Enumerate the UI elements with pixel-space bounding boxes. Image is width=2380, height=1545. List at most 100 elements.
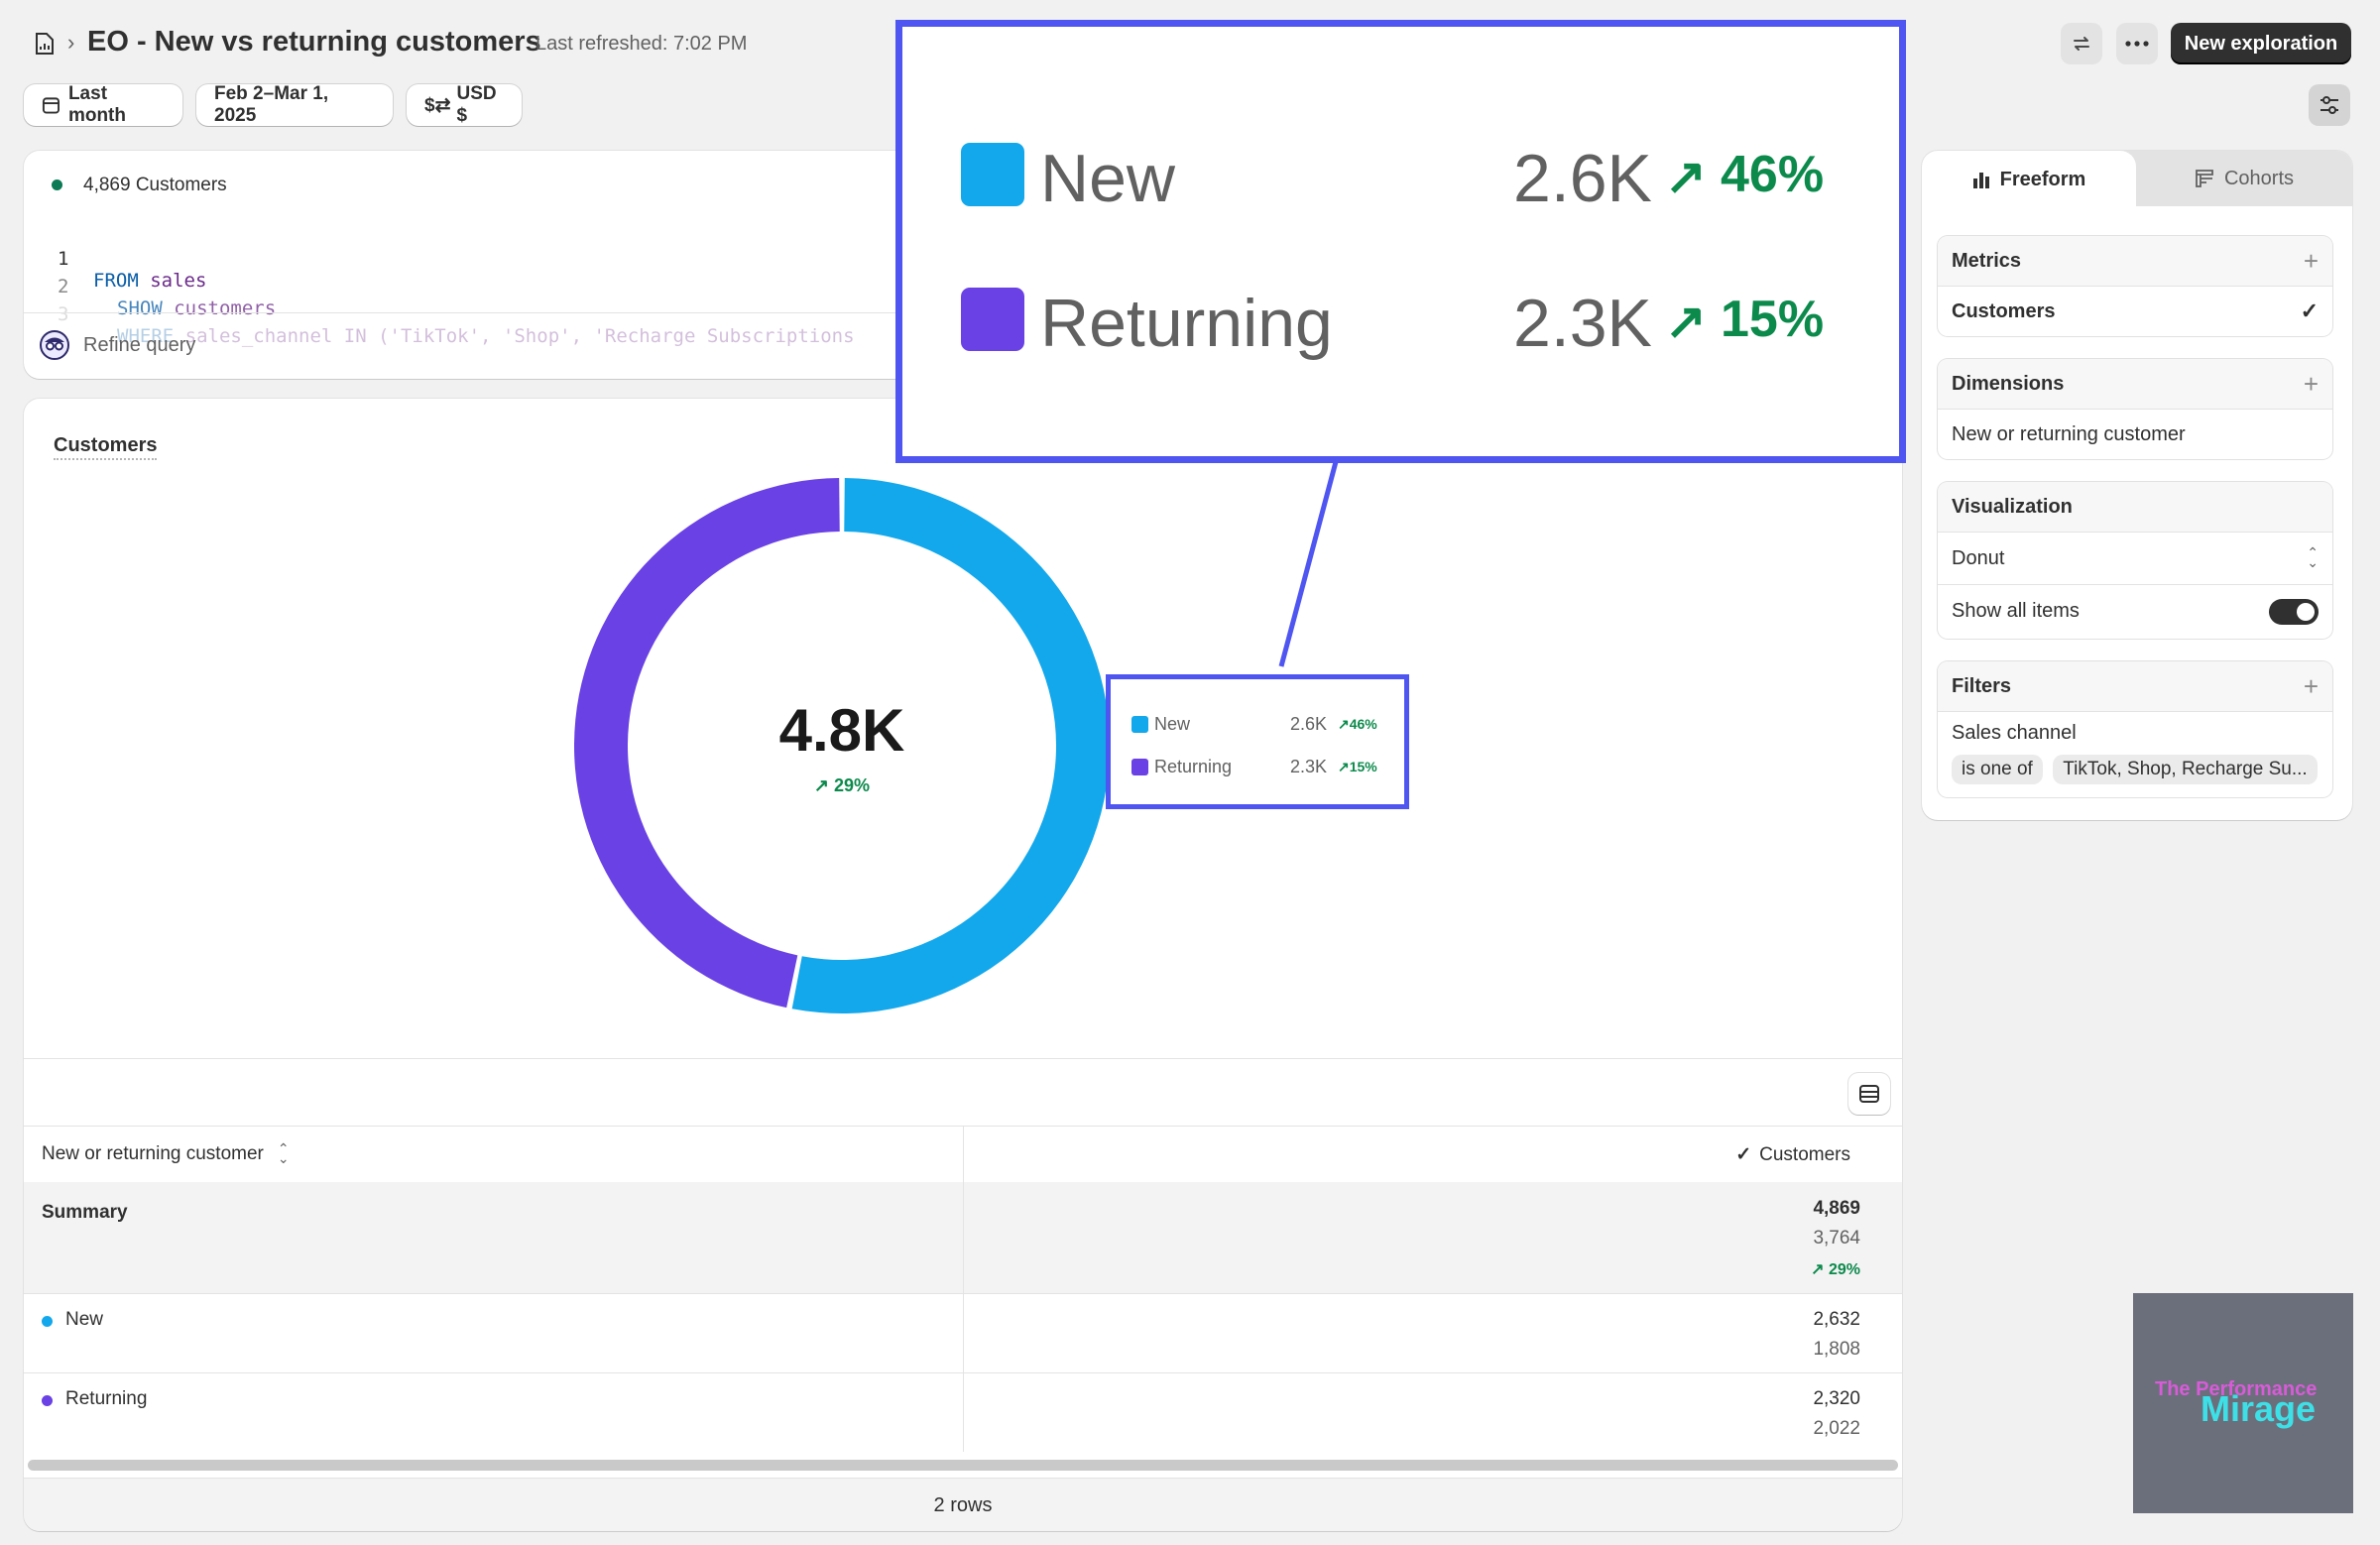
- currency-exchange-icon: $⇄: [424, 94, 451, 116]
- column-header-customers[interactable]: ✓ Customers: [1735, 1144, 1850, 1165]
- row-label: New: [65, 1309, 104, 1330]
- currency-button[interactable]: $⇄ USD $: [407, 83, 522, 126]
- row-value: 2,632: [1813, 1309, 1860, 1330]
- visualization-section: Visualization Donut ⌃ ⌄ Show all items: [1938, 482, 2332, 639]
- legend-item-new[interactable]: New 2.6K ↗46%: [1131, 713, 1389, 737]
- table-header-row: New or returning customer ⌃ ⌄ ✓ Customers: [24, 1126, 1902, 1184]
- sql-keyword: SHOW: [117, 297, 163, 319]
- visualization-header: Visualization: [1938, 482, 2332, 533]
- new-exploration-button[interactable]: New exploration: [2171, 23, 2351, 64]
- legend-swatch: [961, 143, 1024, 206]
- donut-chart: [574, 478, 1110, 1014]
- cohort-grid-icon: [2196, 170, 2213, 187]
- sql-keyword: FROM: [93, 270, 139, 292]
- ellipsis-icon: [2125, 41, 2149, 47]
- trend-up-icon: ↗: [813, 775, 830, 795]
- summary-previous: 3,764: [1813, 1228, 1860, 1248]
- table-divider-top: [24, 1058, 1902, 1059]
- trend-up-icon: ↗: [1665, 294, 1707, 349]
- add-metric-icon[interactable]: +: [2303, 246, 2319, 276]
- column-divider: [963, 1293, 964, 1372]
- table-row[interactable]: New 2,632 1,808: [24, 1293, 1902, 1373]
- dimensions-header: Dimensions +: [1938, 359, 2332, 410]
- series-dot: [42, 1316, 53, 1327]
- series-dot: [42, 1395, 53, 1406]
- row-label: Returning: [65, 1388, 148, 1409]
- refine-query-button[interactable]: Refine query: [40, 325, 195, 365]
- filter-field: Sales channel: [1952, 722, 2077, 744]
- tab-freeform[interactable]: Freeform: [1922, 151, 2136, 208]
- table-row[interactable]: Returning 2,320 2,022: [24, 1372, 1902, 1452]
- add-dimension-icon[interactable]: +: [2303, 369, 2319, 399]
- dimension-item[interactable]: New or returning customer: [1952, 422, 2186, 445]
- watermark-logo: The Performance Mirage: [2133, 1293, 2353, 1513]
- donut-slice-returning[interactable]: [574, 478, 840, 1009]
- summary-label: Summary: [42, 1202, 128, 1223]
- trend-up-icon: ↗: [1665, 149, 1707, 204]
- callout-row-new: New 2.6K ↗ 46%: [961, 140, 1834, 216]
- calendar-icon: [42, 97, 60, 114]
- code-line: 1 FROM sales: [58, 248, 207, 292]
- donut-center-value: 4.8K: [778, 697, 905, 764]
- show-all-items-row: Show all items: [1938, 584, 2332, 638]
- date-range-button[interactable]: Feb 2–Mar 1, 2025: [196, 83, 393, 126]
- callout-connector-line: [1278, 457, 1340, 667]
- refresh-button[interactable]: [2061, 23, 2102, 64]
- page-title: EO - New vs returning customers: [87, 26, 541, 58]
- more-actions-button[interactable]: [2116, 23, 2158, 64]
- sliders-icon: [2320, 96, 2338, 114]
- legend-swatch: [1131, 759, 1148, 775]
- sort-icon: ⌃ ⌄: [277, 1140, 290, 1166]
- filter-values: TikTok, Shop, Recharge Su...: [2053, 755, 2318, 784]
- summary-value: 4,869: [1813, 1198, 1860, 1219]
- dimensions-section: Dimensions + New or returning customer: [1938, 359, 2332, 459]
- settings-toggle-button[interactable]: [2309, 84, 2350, 126]
- row-previous: 1,808: [1813, 1339, 1860, 1360]
- status-dot: [52, 179, 62, 190]
- column-header-dimension[interactable]: New or returning customer ⌃ ⌄: [42, 1140, 290, 1166]
- query-summary: 4,869 Customers: [83, 175, 227, 195]
- table-view-toggle-button[interactable]: [1848, 1073, 1890, 1115]
- add-filter-icon[interactable]: +: [2303, 671, 2319, 701]
- summary-change: ↗ 29%: [1811, 1261, 1860, 1278]
- chart-card: Customers 4.8K ↗ 29% New 2.6K ↗46% Retur…: [24, 399, 1902, 1531]
- date-preset-button[interactable]: Last month: [24, 83, 182, 126]
- table-summary-row: Summary 4,869 3,764 ↗ 29%: [24, 1182, 1902, 1294]
- code-line: 2 SHOW customers: [58, 276, 277, 319]
- tab-cohorts[interactable]: Cohorts: [2136, 151, 2352, 206]
- legend-item-returning[interactable]: Returning 2.3K ↗15%: [1131, 756, 1389, 779]
- callout-row-returning: Returning 2.3K ↗ 15%: [961, 285, 1834, 361]
- legend-swatch: [1131, 716, 1148, 733]
- table-footer: 2 rows: [24, 1478, 1902, 1531]
- filter-item[interactable]: Sales channel is one of TikTok, Shop, Re…: [1938, 712, 2332, 794]
- checkmark-icon: ✓: [2300, 298, 2319, 323]
- chart-legend: New 2.6K ↗46% Returning 2.3K ↗15%: [1106, 674, 1409, 809]
- metrics-section: Metrics + Customers ✓: [1938, 236, 2332, 336]
- legend-change: ↗46%: [1338, 716, 1377, 732]
- metrics-header: Metrics +: [1938, 236, 2332, 287]
- code-line: 3 WHERE sales_channel IN ('TikTok', 'Sho…: [58, 303, 855, 347]
- sql-keyword: WHERE: [117, 325, 175, 347]
- filter-operator: is one of: [1952, 755, 2043, 784]
- row-previous: 2,022: [1813, 1418, 1860, 1439]
- metric-item-customers[interactable]: Customers ✓: [1952, 298, 2319, 323]
- select-chevron-icon: ⌃ ⌄: [2307, 544, 2319, 570]
- row-value: 2,320: [1813, 1388, 1860, 1409]
- donut-slice-new[interactable]: [791, 478, 1110, 1014]
- sidekick-avatar-icon: [40, 330, 69, 360]
- report-file-icon: [34, 32, 56, 56]
- filters-header: Filters +: [1938, 661, 2332, 712]
- show-all-items-toggle[interactable]: [2269, 598, 2319, 625]
- legend-swatch: [961, 288, 1024, 351]
- column-divider: [963, 1127, 964, 1183]
- visualization-select[interactable]: Donut ⌃ ⌄: [1952, 544, 2319, 570]
- checkmark-icon: ✓: [1735, 1144, 1752, 1165]
- horizontal-scrollbar[interactable]: [28, 1460, 1898, 1471]
- zoom-callout: New 2.6K ↗ 46% Returning 2.3K ↗ 15%: [895, 20, 1906, 463]
- legend-change: ↗15%: [1338, 759, 1377, 774]
- donut-center-change: ↗ 29%: [813, 775, 871, 795]
- column-divider: [963, 1372, 964, 1452]
- chart-title[interactable]: Customers: [54, 434, 158, 460]
- last-refreshed: Last refreshed: 7:02 PM: [536, 33, 748, 55]
- refresh-icon: [2074, 37, 2089, 51]
